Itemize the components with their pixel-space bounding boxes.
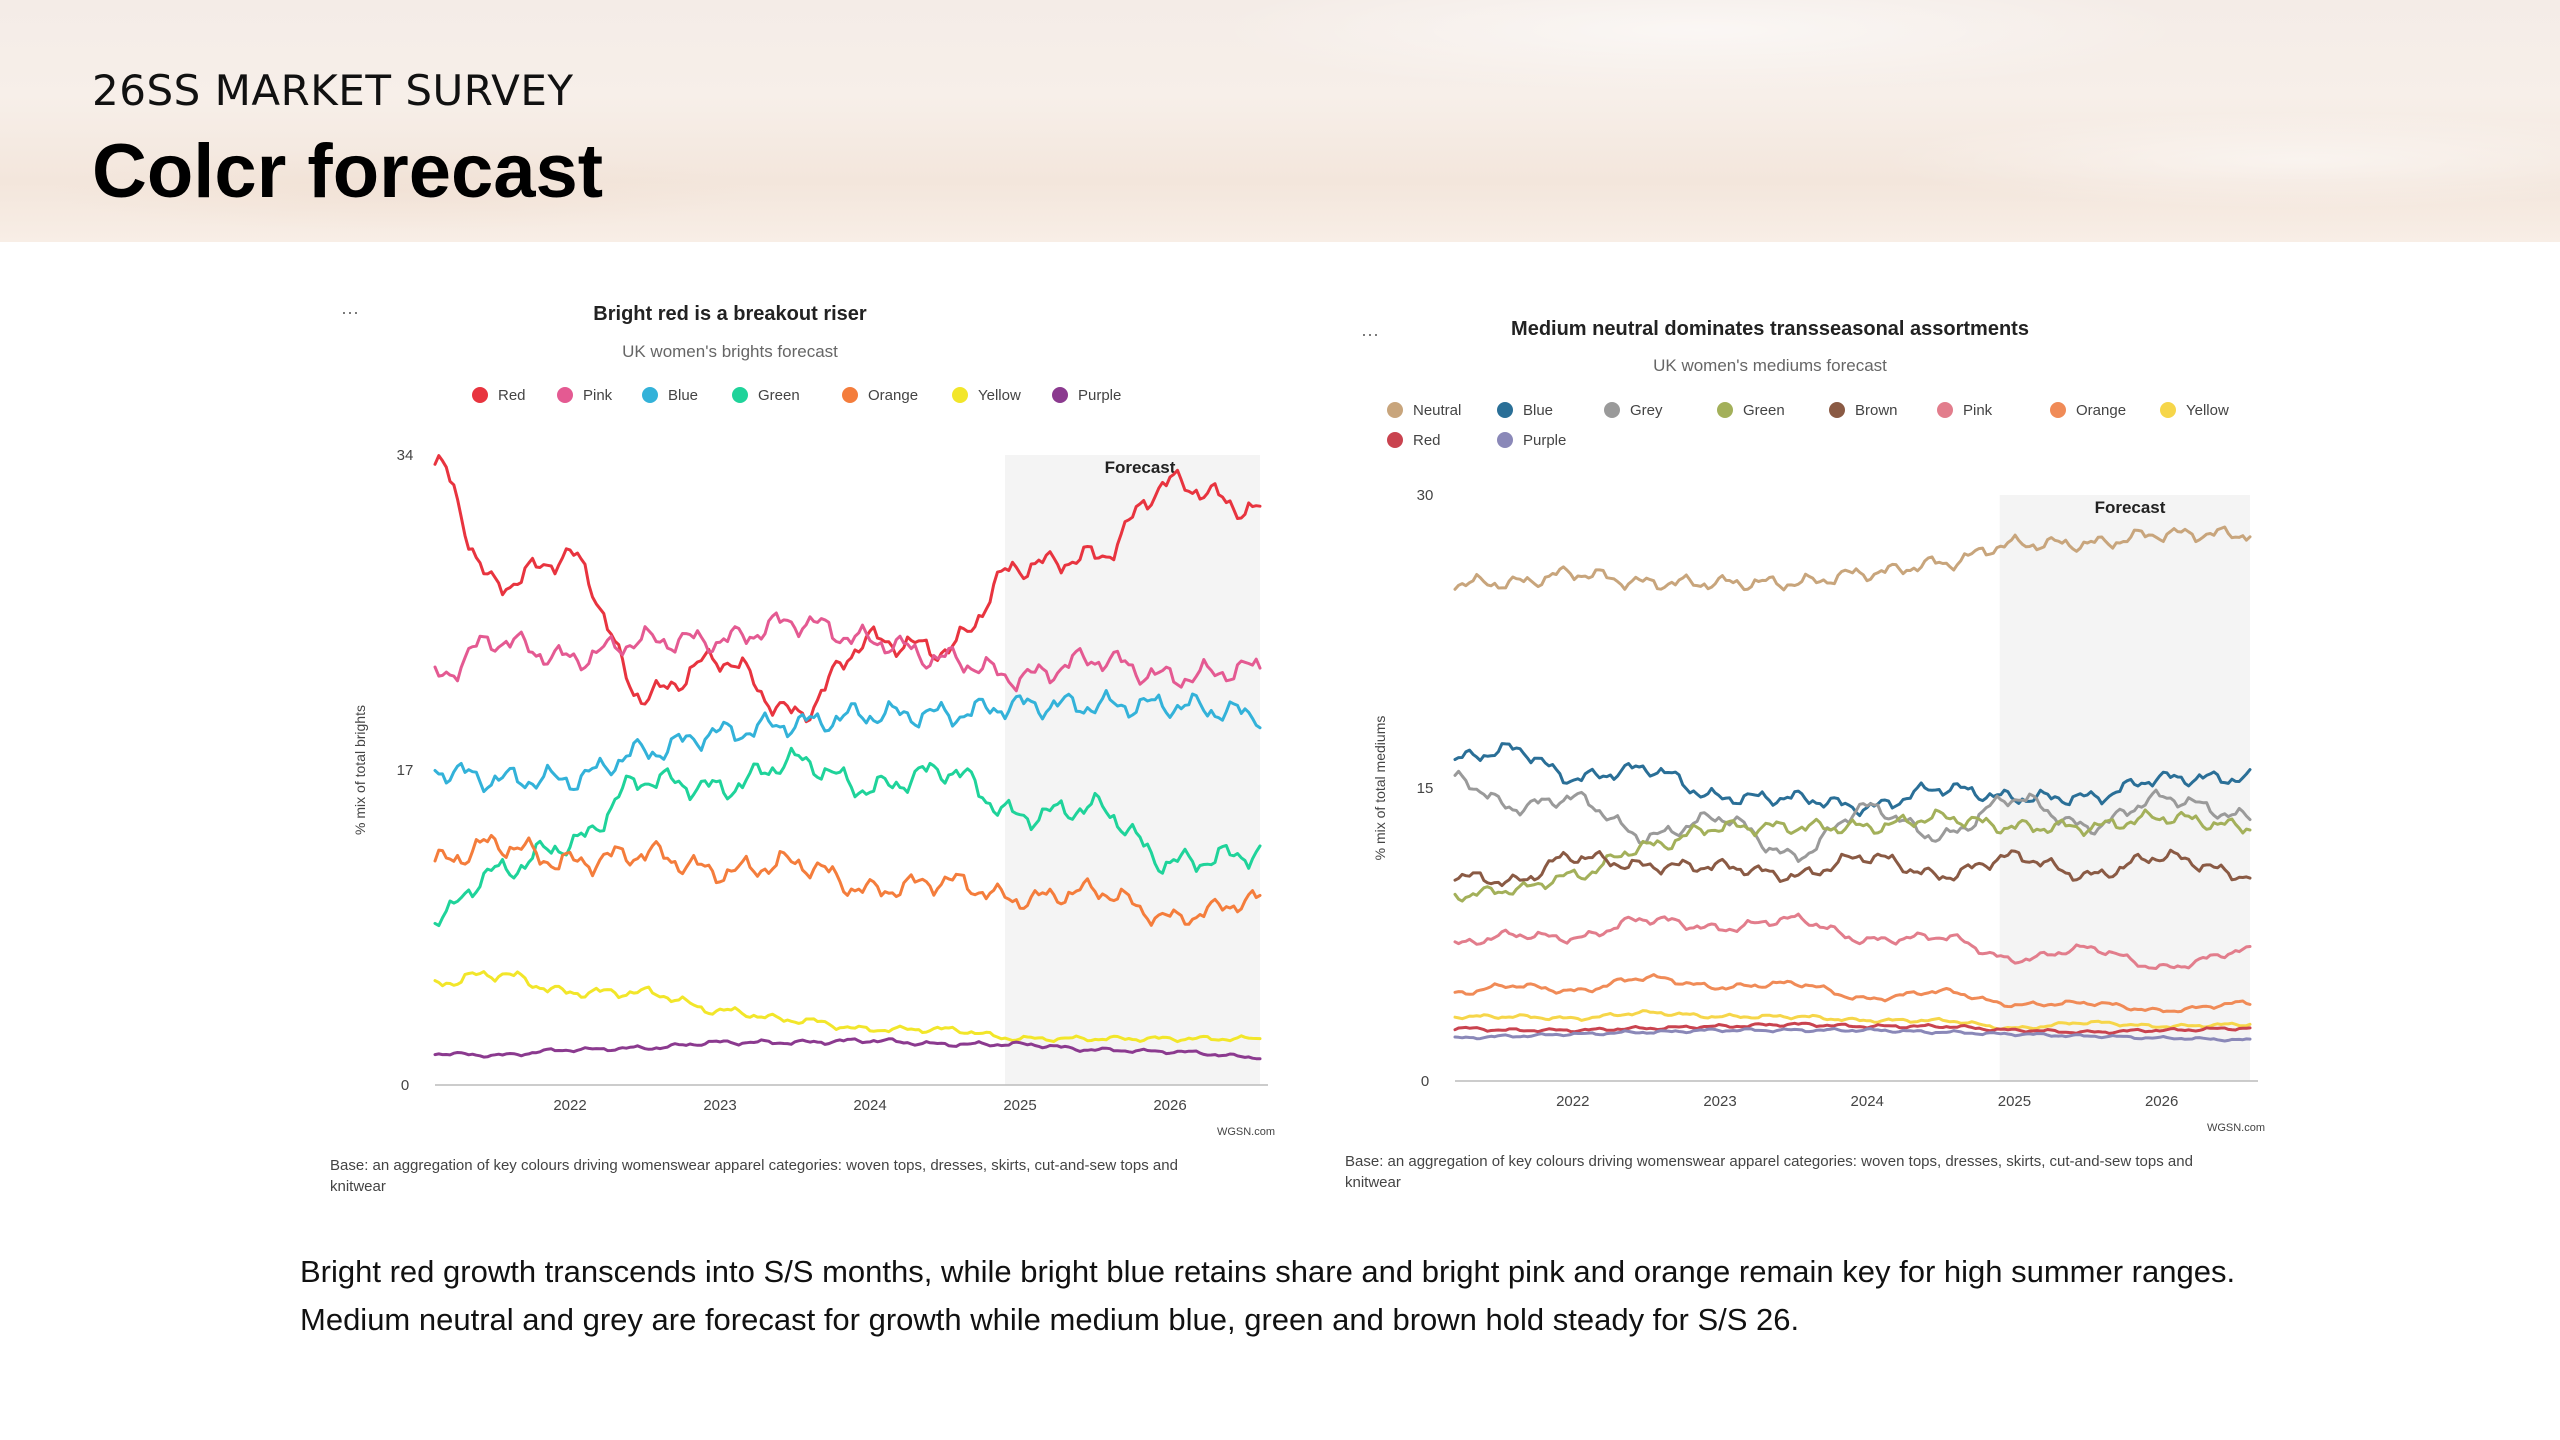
caption-line-2: Medium neutral and grey are forecast for… bbox=[300, 1302, 1800, 1337]
legend-marker-orange bbox=[2050, 402, 2066, 418]
x-tick-label: 2026 bbox=[2145, 1093, 2178, 1110]
base-note-line-1: Base: an aggregation of key colours driv… bbox=[1345, 1153, 2193, 1170]
chart-subtitle: UK women's brights forecast bbox=[622, 342, 838, 361]
series-line-green bbox=[433, 746, 1262, 928]
series-line-purple bbox=[1453, 1027, 2252, 1043]
source-label: WGSN.com bbox=[1217, 1126, 1275, 1138]
y-axis-label: % mix of total mediums bbox=[1372, 716, 1388, 861]
chart-subtitle: UK women's mediums forecast bbox=[1653, 356, 1887, 375]
legend-label-brown: Brown bbox=[1855, 402, 1898, 419]
y-tick-label: 15 bbox=[1417, 780, 1434, 797]
x-tick-label: 2022 bbox=[1556, 1093, 1589, 1110]
series-line-red bbox=[433, 454, 1262, 724]
survey-label: 26SS MARKET SURVEY bbox=[92, 66, 574, 115]
y-tick-label: 30 bbox=[1417, 487, 1434, 504]
y-tick-label: 34 bbox=[397, 447, 414, 464]
page-title: Colcr forecast bbox=[92, 129, 604, 214]
series-line-neutral bbox=[1453, 525, 2252, 592]
chart-menu-icon: ··· bbox=[1361, 324, 1379, 344]
x-tick-label: 2022 bbox=[553, 1097, 586, 1114]
series-line-pink bbox=[433, 611, 1262, 693]
y-tick-label: 0 bbox=[401, 1077, 409, 1094]
x-tick-label: 2026 bbox=[1153, 1097, 1186, 1114]
legend-marker-pink bbox=[1937, 402, 1953, 418]
series-line-orange bbox=[433, 833, 1262, 927]
legend-marker-red bbox=[1387, 432, 1403, 448]
summary-caption: Bright red growth transcends into S/S mo… bbox=[300, 1248, 2560, 1344]
legend-marker-orange bbox=[842, 387, 858, 403]
legend-marker-purple bbox=[1497, 432, 1513, 448]
series-line-red bbox=[1453, 1021, 2252, 1035]
mediums-forecast-chart: ··· Medium neutral dominates transseasona… bbox=[1340, 305, 2320, 1205]
legend-marker-yellow bbox=[952, 387, 968, 403]
x-tick-label: 2024 bbox=[853, 1097, 886, 1114]
chart-title: Bright red is a breakout riser bbox=[593, 303, 867, 325]
legend-label-orange: Orange bbox=[2076, 402, 2126, 419]
source-label: WGSN.com bbox=[2207, 1122, 2265, 1134]
legend-label-green: Green bbox=[1743, 402, 1785, 419]
forecast-label: Forecast bbox=[2095, 498, 2166, 517]
legend-marker-blue bbox=[642, 387, 658, 403]
chart-title: Medium neutral dominates transseasonal a… bbox=[1511, 318, 2029, 340]
legend-marker-blue bbox=[1497, 402, 1513, 418]
forecast-label: Forecast bbox=[1105, 458, 1176, 477]
legend-label-neutral: Neutral bbox=[1413, 402, 1461, 419]
base-note-line-2: knitwear bbox=[1345, 1174, 1401, 1191]
chart-svg-0: ··· Bright red is a breakout riser UK wome… bbox=[330, 302, 1275, 1195]
forecast-region bbox=[1999, 495, 2250, 1081]
legend-label-red: Red bbox=[498, 387, 526, 404]
series-line-blue bbox=[433, 689, 1262, 794]
legend-label-purple: Purple bbox=[1078, 387, 1121, 404]
base-note-line-1: Base: an aggregation of key colours driv… bbox=[330, 1157, 1178, 1174]
legend-marker-brown bbox=[1829, 402, 1845, 418]
legend-marker-red bbox=[472, 387, 488, 403]
caption-line-1: Bright red growth transcends into S/S mo… bbox=[300, 1254, 2236, 1289]
legend-marker-neutral bbox=[1387, 402, 1403, 418]
legend-marker-green bbox=[1717, 402, 1733, 418]
x-tick-label: 2023 bbox=[1703, 1093, 1736, 1110]
series-line-blue bbox=[1453, 742, 2252, 818]
header-band bbox=[0, 0, 2560, 242]
legend-label-grey: Grey bbox=[1630, 402, 1663, 419]
y-tick-label: 17 bbox=[397, 762, 414, 779]
legend-label-blue: Blue bbox=[668, 387, 698, 404]
legend-marker-pink bbox=[557, 387, 573, 403]
legend-label-yellow: Yellow bbox=[978, 387, 1021, 404]
series-line-brown bbox=[1453, 848, 2252, 888]
series-line-orange bbox=[1453, 973, 2252, 1014]
series-line-grey bbox=[1453, 769, 2252, 863]
chart-menu-icon: ··· bbox=[341, 302, 359, 322]
y-axis-label: % mix of total brights bbox=[352, 705, 368, 835]
series-line-purple bbox=[433, 1037, 1262, 1061]
legend-marker-purple bbox=[1052, 387, 1068, 403]
legend-label-green: Green bbox=[758, 387, 800, 404]
x-tick-label: 2025 bbox=[1998, 1093, 2031, 1110]
series-line-pink bbox=[1453, 912, 2252, 970]
series-line-yellow bbox=[433, 970, 1262, 1044]
legend-label-yellow: Yellow bbox=[2186, 402, 2229, 419]
series-line-green bbox=[1453, 808, 2252, 903]
y-tick-label: 0 bbox=[1421, 1073, 1429, 1090]
legend-label-pink: Pink bbox=[1963, 402, 1993, 419]
base-note-line-2: knitwear bbox=[330, 1178, 386, 1195]
x-tick-label: 2025 bbox=[1003, 1097, 1036, 1114]
legend-label-pink: Pink bbox=[583, 387, 613, 404]
series-line-yellow bbox=[1453, 1009, 2252, 1031]
chart-svg-1: ··· Medium neutral dominates transseasona… bbox=[1345, 318, 2265, 1191]
sky-background bbox=[0, 0, 2560, 242]
legend-marker-green bbox=[732, 387, 748, 403]
legend-label-purple: Purple bbox=[1523, 432, 1566, 449]
x-tick-label: 2023 bbox=[703, 1097, 736, 1114]
legend-label-orange: Orange bbox=[868, 387, 918, 404]
forecast-region bbox=[1005, 455, 1260, 1085]
legend-label-blue: Blue bbox=[1523, 402, 1553, 419]
legend-marker-yellow bbox=[2160, 402, 2176, 418]
legend-marker-grey bbox=[1604, 402, 1620, 418]
legend-label-red: Red bbox=[1413, 432, 1441, 449]
x-tick-label: 2024 bbox=[1851, 1093, 1884, 1110]
brights-forecast-chart: ··· Bright red is a breakout riser UK wome… bbox=[320, 290, 1300, 1210]
